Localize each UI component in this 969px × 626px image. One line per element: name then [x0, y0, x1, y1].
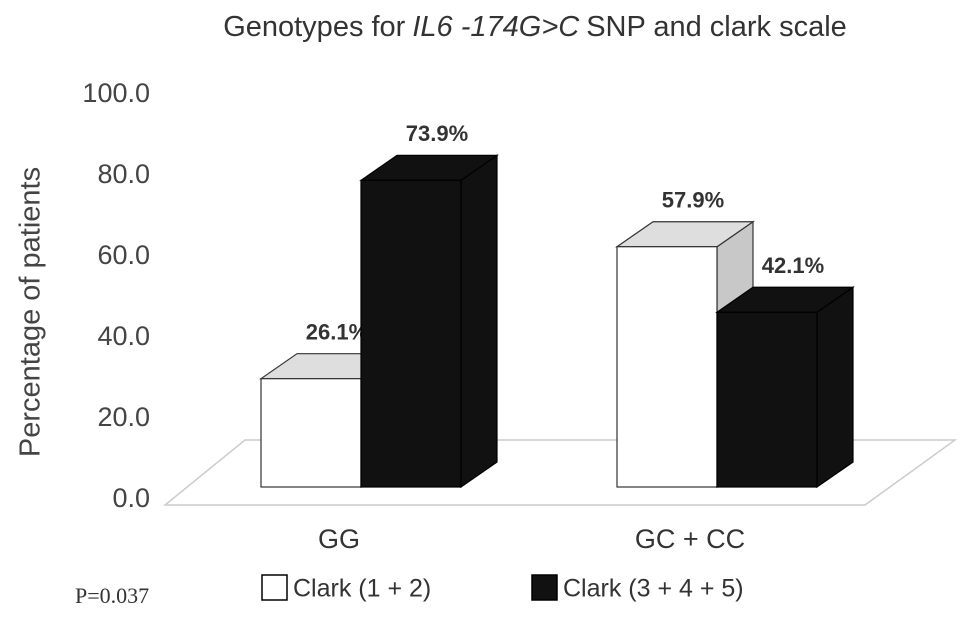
bar: [260, 378, 362, 488]
y-tick-label: 40.0: [97, 321, 150, 351]
bar: [616, 246, 718, 488]
y-tick-label: 80.0: [97, 159, 150, 189]
data-label: 42.1%: [762, 253, 824, 278]
annotation: P=0.037: [75, 583, 149, 608]
y-axis-label: Percentage of patients: [15, 167, 47, 457]
floor: [162, 439, 958, 506]
legend-swatch: [531, 574, 558, 601]
y-tick-label: 100.0: [82, 78, 150, 108]
chart-title: Genotypes for IL6 -174G>C SNP and clark sc…: [223, 11, 847, 43]
bar: [360, 179, 462, 488]
legend-label: Clark (3 + 4 + 5): [563, 575, 744, 603]
data-label: 57.9%: [662, 188, 724, 213]
y-tick-label: 0.0: [112, 483, 150, 513]
legend-swatch: [261, 574, 288, 601]
title-part: SNP and clark scale: [586, 11, 847, 43]
legend-label: Clark (1 + 2): [293, 575, 431, 603]
title-part: IL6 -174G>C: [412, 11, 580, 43]
bar: [716, 311, 818, 488]
data-label: 73.9%: [406, 121, 468, 146]
bar-side: [816, 286, 854, 489]
y-tick-label: 20.0: [97, 402, 150, 432]
y-tick-label: 60.0: [97, 240, 150, 270]
bar-side: [460, 154, 498, 489]
data-label: 26.1%: [306, 319, 368, 344]
x-tick-label: GC + CC: [635, 524, 745, 554]
title-part: Genotypes for: [223, 11, 405, 43]
x-tick-label: GG: [318, 524, 360, 554]
